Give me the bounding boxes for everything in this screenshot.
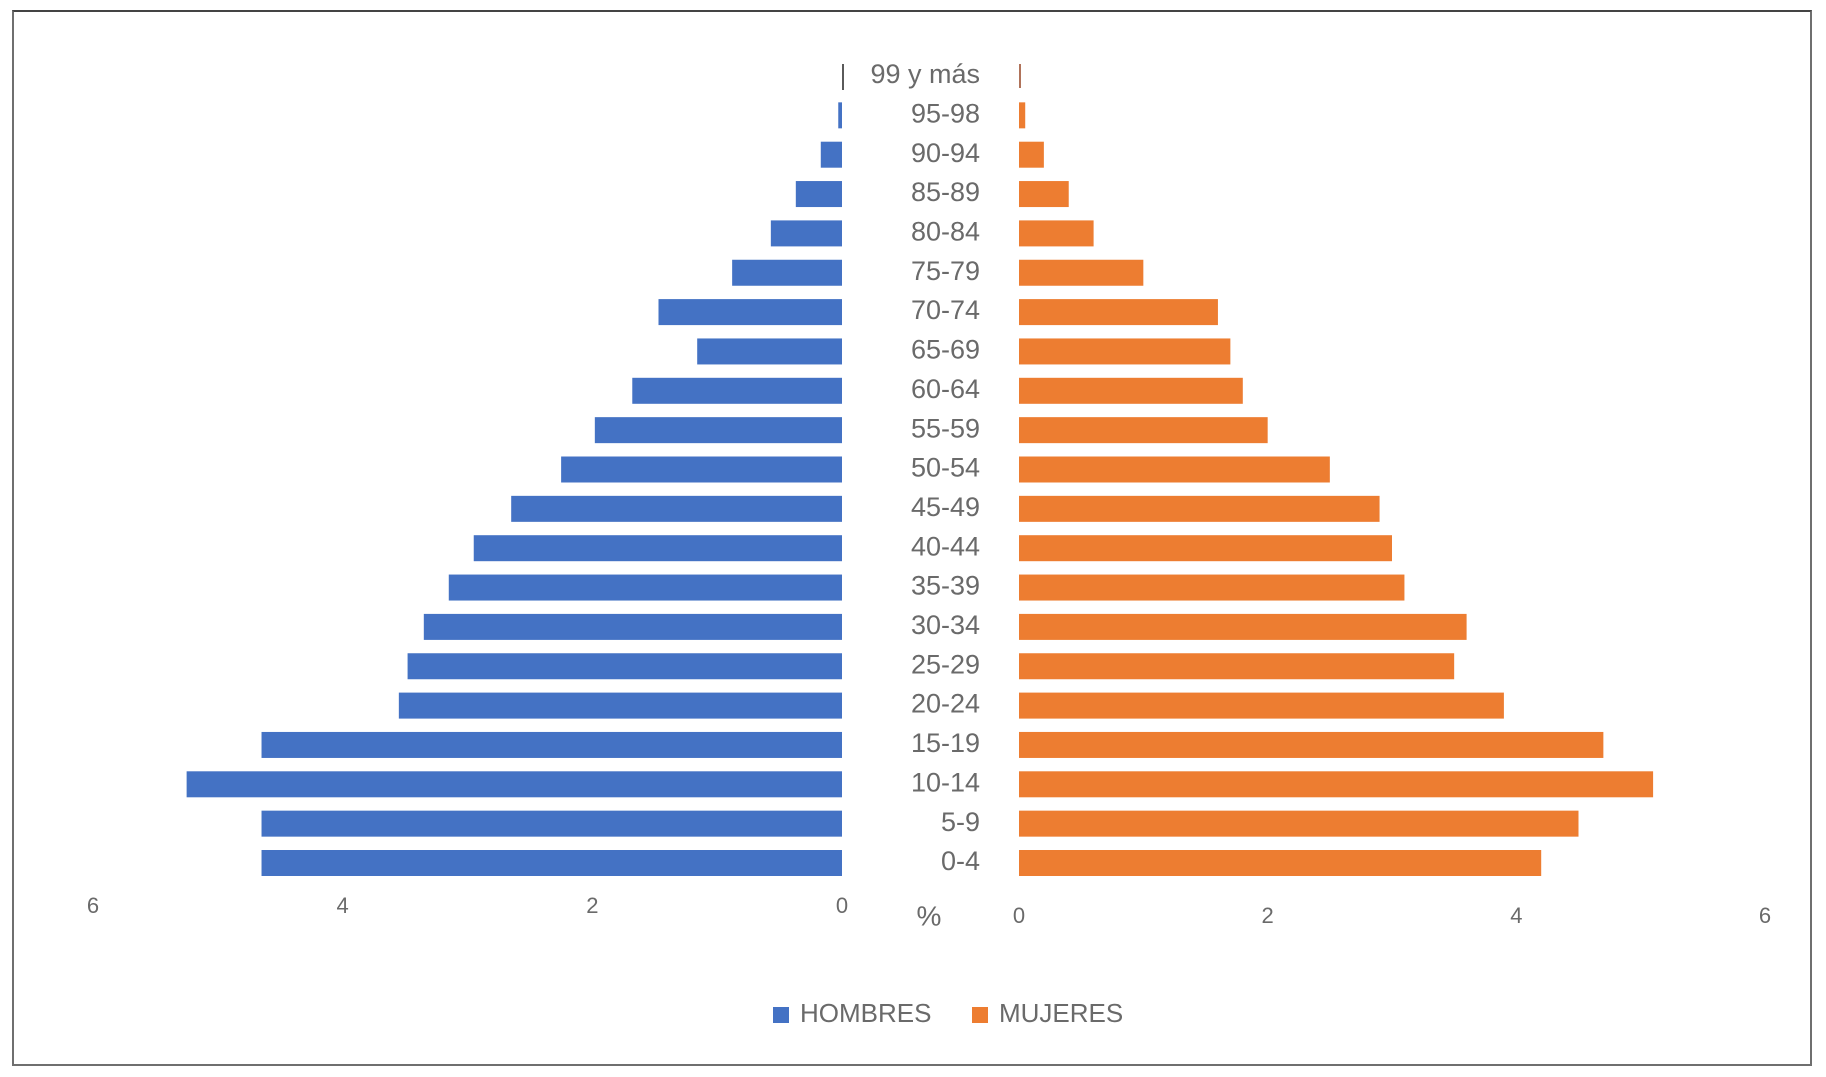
mark-hombres-99: [842, 64, 844, 90]
age-label: 50-54: [911, 453, 980, 483]
bar-mujeres-65-69: [1019, 338, 1231, 365]
bar-hombres-75-79: [732, 259, 842, 286]
age-label: 55-59: [911, 413, 980, 443]
age-label: 30-34: [911, 610, 980, 640]
bar-hombres-15-19: [261, 731, 842, 758]
age-label: 5-9: [941, 807, 980, 837]
age-label: 40-44: [911, 531, 980, 561]
bar-mujeres-40-44: [1019, 535, 1392, 562]
bar-hombres-35-39: [448, 574, 842, 601]
age-label: 99 y más: [870, 59, 980, 89]
bar-hombres-30-34: [423, 613, 842, 640]
x-tick-right: 0: [1013, 903, 1025, 928]
legend-label-hombres: HOMBRES: [800, 998, 931, 1028]
chart-frame: [12, 10, 1812, 1066]
bar-hombres-25-29: [407, 653, 842, 680]
bar-mujeres-10-14: [1019, 771, 1654, 798]
bar-hombres-85-89: [795, 181, 842, 208]
bar-hombres-45-49: [511, 495, 842, 522]
bar-mujeres-85-89: [1019, 181, 1069, 208]
bar-mujeres-5-9: [1019, 810, 1579, 837]
bar-mujeres-50-54: [1019, 456, 1330, 483]
bar-hombres-65-69: [697, 338, 842, 365]
age-label: 85-89: [911, 177, 980, 207]
bar-mujeres-20-24: [1019, 692, 1504, 719]
x-tick-left: 4: [337, 893, 349, 918]
bar-mujeres-15-19: [1019, 731, 1604, 758]
bar-hombres-55-59: [594, 417, 842, 444]
bar-hombres-70-74: [658, 299, 842, 326]
age-label: 0-4: [941, 846, 980, 876]
age-label: 35-39: [911, 571, 980, 601]
bar-mujeres-60-64: [1019, 377, 1243, 404]
bar-mujeres-35-39: [1019, 574, 1405, 601]
age-label: 90-94: [911, 138, 980, 168]
bar-hombres-5-9: [261, 810, 842, 837]
x-tick-right: 2: [1262, 903, 1274, 928]
age-label: 70-74: [911, 295, 980, 325]
age-label: 80-84: [911, 217, 980, 247]
bar-mujeres-0-4: [1019, 850, 1542, 876]
x-tick-right: 4: [1510, 903, 1522, 928]
bar-hombres-0-4: [261, 850, 842, 876]
age-label: 15-19: [911, 728, 980, 758]
bar-hombres-10-14: [186, 771, 842, 798]
bar-hombres-60-64: [632, 377, 842, 404]
bar-mujeres-55-59: [1019, 417, 1268, 444]
bar-mujeres-75-79: [1019, 259, 1144, 286]
x-tick-left: 0: [836, 893, 848, 918]
x-tick-left: 2: [586, 893, 598, 918]
legend-swatch-hombres: [773, 1007, 789, 1023]
bar-hombres-20-24: [398, 692, 842, 719]
age-label: 95-98: [911, 98, 980, 128]
age-label: 60-64: [911, 374, 980, 404]
bar-hombres-80-84: [770, 220, 842, 247]
bar-mujeres-95-98: [1019, 102, 1026, 129]
x-tick-right: 6: [1759, 903, 1771, 928]
bar-hombres-90-94: [820, 141, 842, 168]
age-label: 25-29: [911, 649, 980, 679]
age-label: 45-49: [911, 492, 980, 522]
bar-mujeres-45-49: [1019, 495, 1380, 522]
bar-hombres-40-44: [473, 535, 842, 562]
bar-mujeres-25-29: [1019, 653, 1455, 680]
bar-hombres-50-54: [561, 456, 842, 483]
unit-label: %: [917, 900, 942, 931]
bar-mujeres-30-34: [1019, 613, 1467, 640]
age-label: 65-69: [911, 335, 980, 365]
mark-mujeres-99: [1019, 64, 1021, 88]
bar-mujeres-80-84: [1019, 220, 1094, 247]
age-label: 20-24: [911, 689, 980, 719]
legend-swatch-mujeres: [972, 1007, 988, 1023]
bar-mujeres-90-94: [1019, 141, 1044, 168]
bar-mujeres-70-74: [1019, 299, 1218, 326]
age-label: 75-79: [911, 256, 980, 286]
age-label: 10-14: [911, 767, 980, 797]
x-tick-left: 6: [87, 893, 99, 918]
bar-hombres-95-98: [838, 102, 842, 129]
legend-label-mujeres: MUJERES: [999, 998, 1123, 1028]
